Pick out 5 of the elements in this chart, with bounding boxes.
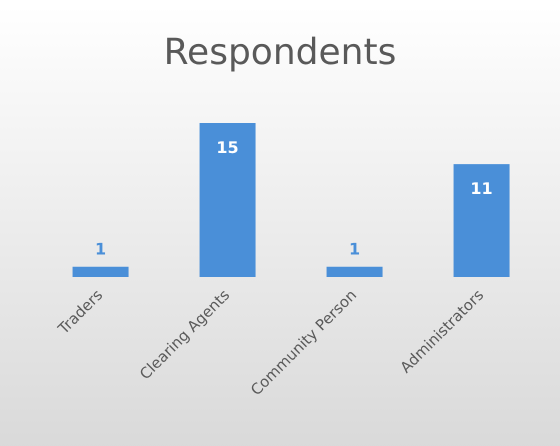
data-label: 1 — [348, 240, 360, 259]
data-label: 1 — [94, 240, 106, 259]
data-label: 11 — [470, 179, 493, 198]
data-label: 15 — [216, 138, 239, 157]
chart-title: Respondents — [162, 32, 398, 73]
